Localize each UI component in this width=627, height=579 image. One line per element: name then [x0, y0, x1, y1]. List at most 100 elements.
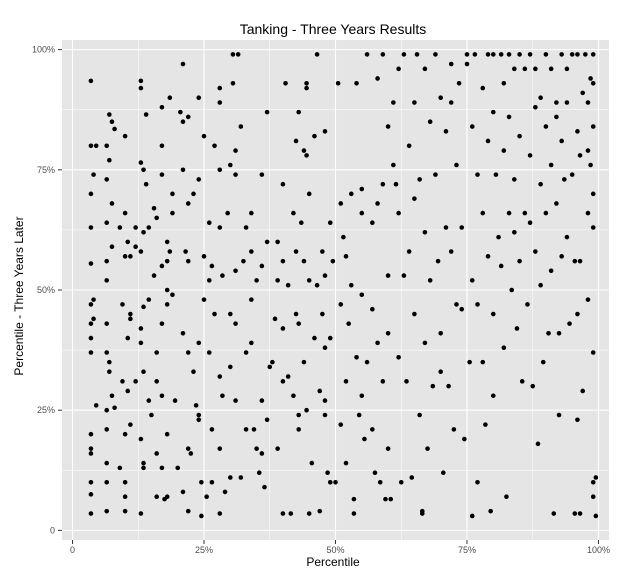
data-point: [138, 511, 144, 516]
data-point: [556, 330, 562, 336]
data-point: [575, 311, 580, 317]
data-point: [104, 258, 110, 264]
data-point: [359, 210, 365, 216]
data-point: [293, 311, 299, 317]
data-point: [401, 273, 407, 278]
data-point: [233, 398, 238, 403]
data-point: [291, 393, 296, 399]
data-point: [359, 186, 365, 192]
data-point: [149, 412, 154, 418]
data-point: [572, 258, 578, 264]
data-point: [422, 66, 428, 72]
data-point: [120, 379, 125, 384]
data-point: [590, 191, 596, 197]
data-point: [220, 393, 225, 399]
data-point: [138, 160, 144, 165]
data-point: [443, 225, 449, 230]
data-point: [109, 393, 115, 399]
data-point: [170, 292, 175, 298]
data-point: [280, 181, 286, 187]
data-point: [343, 379, 349, 384]
data-point: [107, 157, 112, 163]
data-point: [506, 210, 512, 216]
data-point: [375, 76, 380, 81]
data-point: [225, 210, 230, 216]
data-point: [88, 143, 94, 149]
data-point: [222, 489, 228, 495]
data-point: [228, 311, 233, 317]
data-point: [517, 52, 522, 57]
data-point: [414, 52, 420, 57]
data-point: [275, 278, 280, 283]
data-point: [159, 321, 165, 326]
data-point: [543, 52, 549, 57]
data-point: [217, 167, 223, 173]
data-point: [117, 225, 123, 230]
data-point: [480, 85, 486, 91]
data-point: [525, 302, 530, 307]
data-point: [117, 465, 123, 471]
data-point: [88, 302, 94, 307]
data-point: [170, 210, 175, 216]
data-point: [317, 388, 323, 394]
data-point: [327, 480, 333, 485]
data-point: [469, 278, 475, 283]
data-point: [380, 181, 386, 187]
data-point: [322, 345, 328, 350]
data-point: [396, 355, 401, 360]
data-point: [438, 95, 443, 100]
data-point: [151, 205, 157, 211]
data-point: [506, 52, 512, 57]
data-point: [514, 326, 520, 331]
data-point: [546, 330, 551, 336]
data-point: [406, 143, 412, 149]
data-point: [567, 321, 572, 326]
data-point: [301, 359, 307, 365]
data-point: [104, 508, 110, 514]
data-point: [285, 282, 291, 288]
data-point: [448, 100, 454, 105]
data-point: [561, 177, 567, 182]
data-point: [138, 85, 144, 91]
data-point: [322, 273, 328, 278]
data-point: [159, 143, 165, 149]
data-point: [259, 172, 265, 177]
data-point: [180, 330, 186, 336]
data-point: [301, 148, 307, 153]
data-point: [427, 119, 433, 125]
data-point: [143, 112, 149, 117]
data-point: [296, 109, 301, 115]
data-point: [322, 412, 328, 418]
data-point: [488, 508, 493, 514]
data-point: [327, 335, 333, 341]
x-axis: 0 25% 50% 75% 100%: [70, 540, 610, 555]
data-point: [104, 407, 110, 413]
data-point: [122, 480, 128, 485]
data-point: [522, 210, 528, 216]
data-point: [391, 162, 396, 168]
data-point: [104, 460, 110, 466]
data-point: [88, 451, 94, 456]
data-point: [233, 148, 238, 153]
data-point: [104, 321, 110, 326]
x-tick-label: 25%: [195, 545, 213, 555]
data-point: [164, 258, 170, 264]
data-point: [107, 112, 112, 117]
data-point: [451, 427, 457, 432]
data-point: [146, 297, 152, 302]
data-point: [501, 80, 507, 86]
data-point: [335, 80, 341, 86]
data-point: [138, 249, 144, 254]
data-point: [385, 273, 391, 278]
data-point: [88, 446, 94, 451]
data-point: [217, 374, 223, 379]
data-point: [383, 496, 388, 502]
data-point: [309, 460, 315, 466]
data-point: [409, 475, 415, 480]
data-point: [517, 258, 522, 264]
data-point: [483, 422, 488, 427]
data-point: [351, 511, 357, 516]
data-point: [585, 210, 591, 216]
data-point: [196, 412, 202, 418]
data-point: [185, 201, 191, 206]
